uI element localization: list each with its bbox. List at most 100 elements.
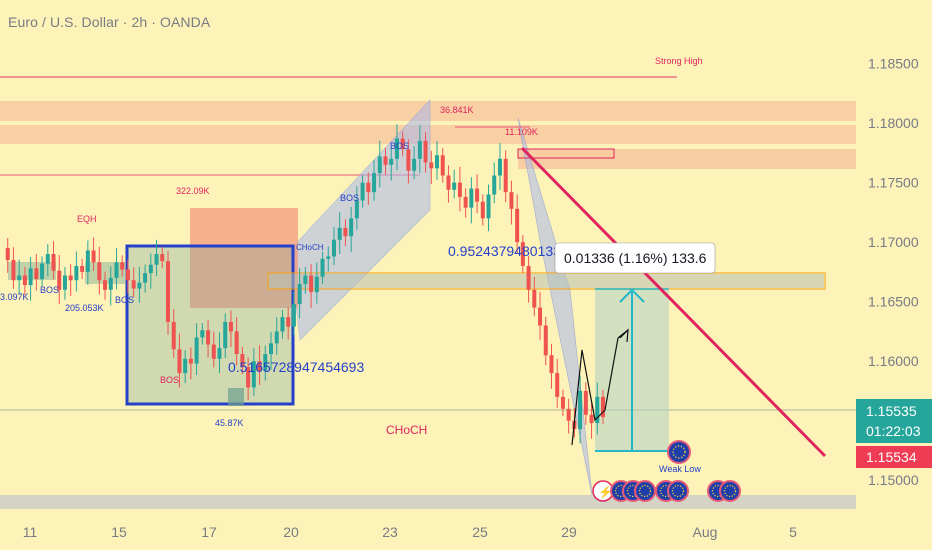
eu-event-icon[interactable]: [634, 480, 656, 502]
candle-body: [452, 182, 457, 190]
candle-body: [566, 408, 571, 421]
candle-body: [389, 158, 394, 165]
candle-body: [183, 358, 188, 374]
candle-body: [446, 175, 451, 190]
candle-body: [74, 265, 79, 281]
candle-body: [331, 239, 336, 257]
measure-text: 0.01336 (1.16%) 133.6: [564, 250, 707, 266]
candle-body: [148, 264, 153, 274]
candle-body: [269, 343, 274, 355]
candle-body: [246, 367, 251, 388]
falling-channel: [517, 117, 593, 496]
candle-body: [326, 256, 331, 259]
candle-body: [28, 268, 33, 285]
bid-price-tag: [856, 446, 932, 468]
candle-body: [400, 138, 405, 150]
measure-tooltip: [554, 242, 716, 274]
candle-body: [45, 254, 50, 264]
economic-events[interactable]: ⚡: [592, 440, 741, 502]
candle-body: [34, 268, 39, 280]
candle-body: [131, 280, 136, 289]
bos-label-1: BOS: [40, 285, 59, 295]
candle-body: [532, 289, 537, 308]
candle-body: [600, 396, 606, 418]
candle-body: [412, 158, 417, 171]
eu-stars: [672, 445, 686, 459]
candle-body: [406, 149, 411, 171]
candle-body: [578, 390, 583, 430]
x-tick-label: 29: [561, 524, 577, 540]
time-axis[interactable]: 11 15 17 20 23 25 29 Aug 5: [23, 524, 797, 540]
candle-body: [194, 337, 199, 364]
volume-label-6: 11.109K: [505, 127, 538, 137]
candle-body: [509, 192, 514, 209]
candle-body: [463, 196, 468, 208]
orange-zone: [267, 272, 826, 290]
current-price: 1.15535: [866, 403, 917, 419]
candle-body: [263, 354, 268, 371]
candle-body: [40, 263, 45, 280]
supply-zone-3: [518, 149, 856, 169]
eu-event-icon-top[interactable]: [667, 440, 691, 464]
candle-body: [228, 321, 233, 332]
candle-body: [120, 262, 125, 270]
candle-body: [234, 331, 239, 355]
candle-body: [154, 254, 159, 265]
candle-body: [177, 349, 182, 374]
range-block-bottom: [228, 388, 244, 406]
candle-body: [211, 344, 216, 359]
eu-stars: [638, 484, 652, 498]
candle-body: [62, 275, 67, 290]
candle-body: [223, 321, 228, 349]
candle-body: [240, 354, 245, 368]
candle-body: [91, 250, 96, 263]
y-tick-label: 1.18500: [868, 56, 919, 72]
choch-label: CHoCH: [386, 423, 427, 437]
candle-body: [160, 254, 165, 262]
lightning-symbol: ⚡: [598, 485, 613, 499]
candle-body: [538, 307, 543, 326]
candle-body: [200, 330, 205, 338]
candle-body: [280, 317, 285, 332]
candle-body: [383, 156, 388, 165]
candle-body: [555, 373, 560, 397]
candle-body: [520, 242, 525, 266]
candle-body: [320, 258, 325, 277]
y-tick-label: 1.16000: [868, 353, 919, 369]
candle-body: [137, 282, 142, 289]
projection-path: [571, 329, 629, 446]
eqh-label: EQH: [77, 214, 97, 224]
candle-body: [503, 158, 508, 193]
bos-label-2: BOS: [115, 295, 134, 305]
candle-body: [360, 182, 365, 201]
candle-body: [5, 248, 10, 260]
projection-arrowhead: [619, 328, 629, 343]
candle-body: [68, 275, 73, 281]
eu-event-icon[interactable]: [719, 480, 741, 502]
candle-body: [274, 331, 279, 344]
bos-label-4: BOS: [340, 193, 359, 203]
target-arrowhead: [619, 288, 645, 303]
bos-label-3: BOS: [160, 375, 179, 385]
candle-body: [349, 218, 354, 237]
choch-small-label: CHoCH: [296, 243, 324, 252]
candle-body: [457, 182, 462, 197]
y-tick-label: 1.15000: [868, 472, 919, 488]
candle-body: [97, 262, 102, 281]
candle-body: [429, 162, 434, 169]
fib-label-1: 0.5165728947454693: [228, 359, 364, 375]
candle-body: [560, 396, 565, 409]
candle-body: [57, 270, 62, 290]
candle-body: [475, 188, 480, 202]
candle-body: [492, 175, 497, 195]
volume-label-4: 45.87K: [215, 418, 244, 428]
candle-body: [80, 265, 85, 272]
candle-body: [165, 261, 170, 322]
candle-body: [440, 155, 445, 176]
candle-body: [343, 227, 348, 237]
candle-body: [314, 276, 319, 293]
x-tick-label: 20: [283, 524, 299, 540]
candle-body: [543, 325, 548, 356]
eu-event-icon[interactable]: [667, 480, 689, 502]
